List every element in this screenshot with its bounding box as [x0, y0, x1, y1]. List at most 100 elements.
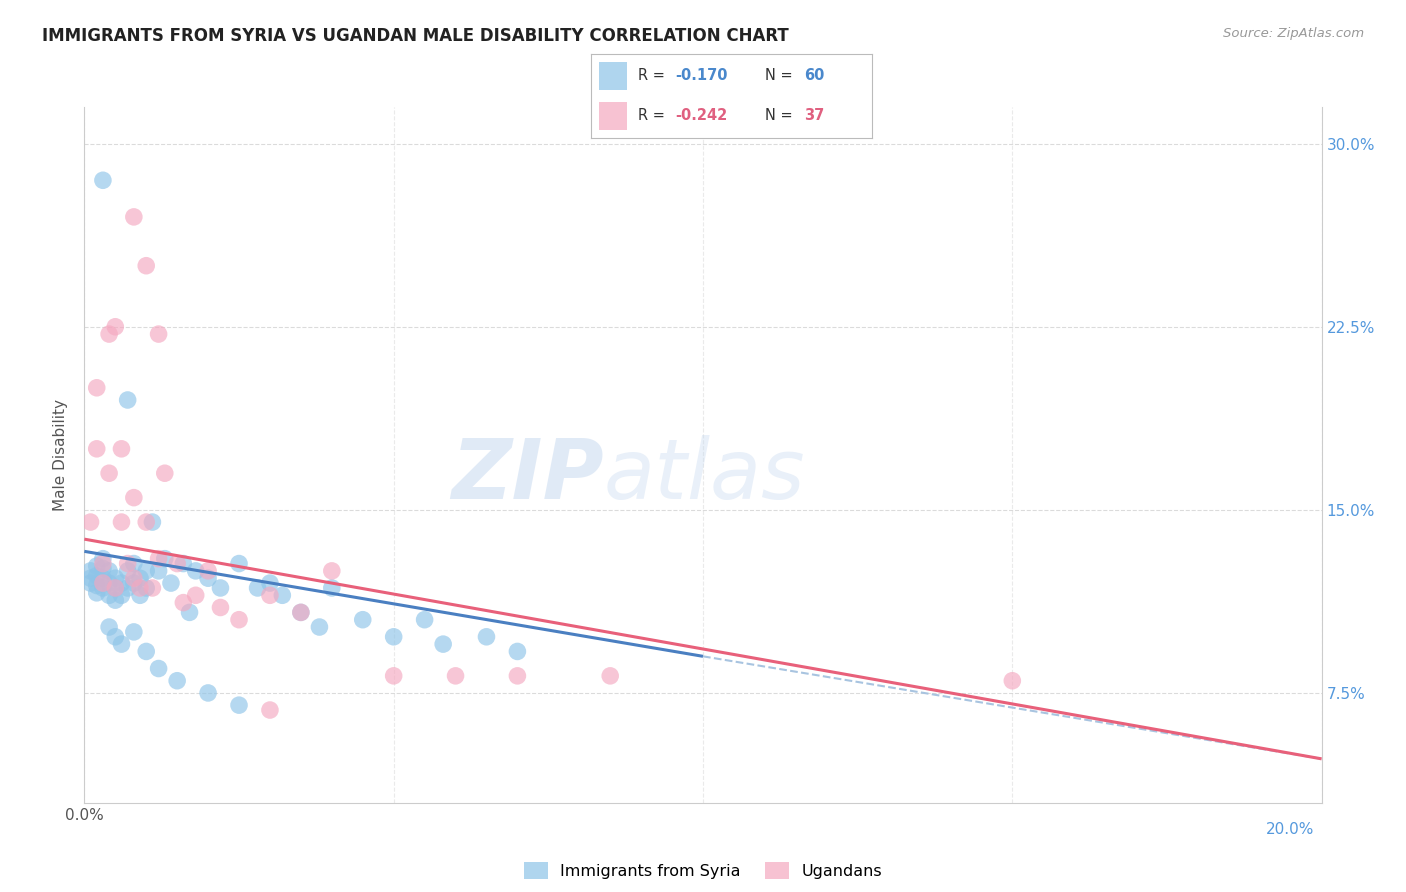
- Text: N =: N =: [765, 108, 797, 123]
- Point: [98, 564, 121, 578]
- Point: [172, 557, 194, 571]
- Text: N =: N =: [765, 69, 797, 84]
- Text: R =: R =: [638, 69, 669, 84]
- Point: [259, 703, 281, 717]
- Point: [122, 576, 145, 591]
- Point: [197, 686, 219, 700]
- Point: [135, 259, 157, 273]
- Point: [382, 669, 405, 683]
- Point: [117, 557, 139, 571]
- Legend: Immigrants from Syria, Ugandans: Immigrants from Syria, Ugandans: [517, 856, 889, 885]
- Point: [506, 644, 529, 658]
- Point: [91, 576, 114, 591]
- Point: [79, 571, 101, 585]
- Point: [166, 557, 188, 571]
- Point: [148, 564, 170, 578]
- Point: [104, 581, 127, 595]
- Point: [228, 557, 250, 571]
- Point: [153, 467, 176, 481]
- Point: [184, 588, 207, 602]
- Point: [209, 600, 232, 615]
- Point: [98, 576, 121, 591]
- Text: IMMIGRANTS FROM SYRIA VS UGANDAN MALE DISABILITY CORRELATION CHART: IMMIGRANTS FROM SYRIA VS UGANDAN MALE DI…: [42, 27, 789, 45]
- Point: [246, 581, 269, 595]
- Point: [599, 669, 621, 683]
- Point: [79, 515, 101, 529]
- Point: [148, 551, 170, 566]
- Point: [98, 327, 121, 342]
- Point: [122, 210, 145, 224]
- Point: [86, 381, 108, 395]
- Point: [91, 571, 114, 585]
- Point: [148, 661, 170, 675]
- Point: [259, 588, 281, 602]
- Point: [228, 613, 250, 627]
- Bar: [599, 62, 627, 90]
- Point: [104, 319, 127, 334]
- Point: [117, 392, 139, 407]
- Text: 60: 60: [804, 69, 824, 84]
- Point: [166, 673, 188, 688]
- Y-axis label: Male Disability: Male Disability: [53, 399, 69, 511]
- Point: [148, 327, 170, 342]
- Point: [271, 588, 294, 602]
- Point: [86, 586, 108, 600]
- Point: [86, 568, 108, 582]
- Point: [475, 630, 498, 644]
- Point: [135, 644, 157, 658]
- Point: [506, 669, 529, 683]
- Point: [179, 606, 201, 620]
- Point: [141, 515, 163, 529]
- Point: [1001, 673, 1024, 688]
- Point: [104, 571, 127, 585]
- Point: [86, 559, 108, 574]
- Point: [197, 571, 219, 585]
- Text: 37: 37: [804, 108, 824, 123]
- Point: [135, 515, 157, 529]
- Point: [79, 576, 101, 591]
- Point: [122, 557, 145, 571]
- Point: [432, 637, 454, 651]
- Point: [104, 593, 127, 607]
- Point: [117, 581, 139, 595]
- Point: [98, 588, 121, 602]
- Point: [104, 630, 127, 644]
- Point: [129, 581, 152, 595]
- Point: [91, 557, 114, 571]
- Text: -0.170: -0.170: [675, 69, 727, 84]
- Point: [321, 581, 343, 595]
- Point: [444, 669, 467, 683]
- Point: [129, 571, 152, 585]
- Text: ZIP: ZIP: [451, 435, 605, 516]
- Point: [86, 578, 108, 592]
- Point: [122, 571, 145, 585]
- Point: [129, 588, 152, 602]
- Point: [110, 588, 132, 602]
- Point: [91, 581, 114, 595]
- Point: [135, 581, 157, 595]
- Point: [122, 491, 145, 505]
- Point: [141, 581, 163, 595]
- Point: [382, 630, 405, 644]
- Point: [321, 564, 343, 578]
- Point: [228, 698, 250, 713]
- Point: [413, 613, 436, 627]
- Point: [91, 561, 114, 575]
- Point: [79, 564, 101, 578]
- Text: Source: ZipAtlas.com: Source: ZipAtlas.com: [1223, 27, 1364, 40]
- Point: [110, 637, 132, 651]
- Point: [110, 515, 132, 529]
- Point: [153, 551, 176, 566]
- Point: [184, 564, 207, 578]
- Point: [110, 442, 132, 456]
- Text: R =: R =: [638, 108, 669, 123]
- Bar: [599, 102, 627, 130]
- Point: [104, 581, 127, 595]
- Point: [308, 620, 330, 634]
- Point: [91, 173, 114, 187]
- Point: [86, 442, 108, 456]
- Point: [160, 576, 183, 591]
- Text: -0.242: -0.242: [675, 108, 727, 123]
- Point: [98, 467, 121, 481]
- Text: 20.0%: 20.0%: [1267, 822, 1315, 838]
